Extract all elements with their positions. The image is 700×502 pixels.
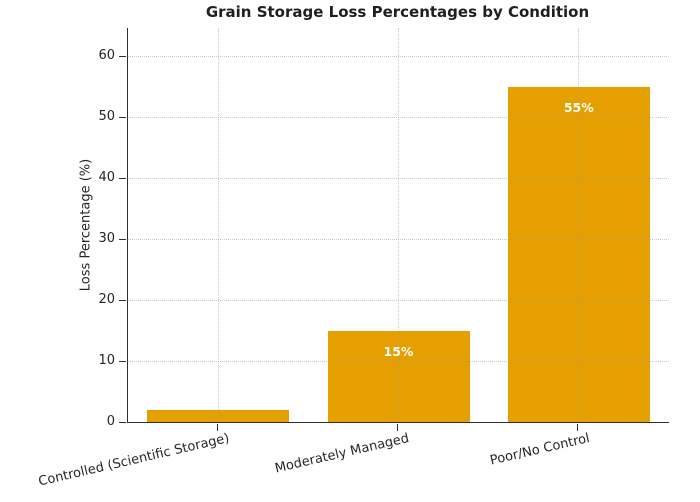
y-tick-mark (119, 360, 126, 362)
y-tick-label: 30 (98, 231, 115, 247)
y-tick-mark (119, 421, 126, 423)
bar-value-label: 55% (563, 99, 594, 115)
x-gridline (217, 28, 219, 422)
y-tick-mark (119, 238, 126, 240)
x-tick-mark (216, 424, 218, 431)
x-tick-mark (397, 424, 398, 431)
x-gridline (578, 28, 580, 422)
y-tick-mark (119, 299, 126, 301)
x-tick-label: Moderately Managed (273, 431, 411, 477)
y-tick-label: 20 (98, 292, 115, 308)
bar-value-label: 15% (383, 343, 414, 359)
x-tick-label: Poor/No Control (488, 431, 592, 469)
y-tick-label: 60 (98, 48, 115, 64)
y-tick-mark (119, 177, 126, 179)
y-tick-label: 40 (98, 170, 115, 186)
x-tick-mark (577, 424, 579, 431)
y-tick-mark (119, 116, 126, 118)
grid-layer: 15% 55% (128, 28, 669, 422)
y-tick-label: 10 (98, 353, 115, 368)
y-tick-label: 0 (106, 414, 115, 429)
x-tick-label: Controlled (Scientific Storage) (36, 431, 231, 490)
x-gridline (398, 28, 399, 422)
chart-title: Grain Storage Loss Percentages by Condit… (205, 3, 590, 21)
plot-area: 15% 55% (127, 28, 669, 423)
y-tick-mark (119, 55, 126, 57)
y-tick-label: 50 (98, 109, 115, 125)
